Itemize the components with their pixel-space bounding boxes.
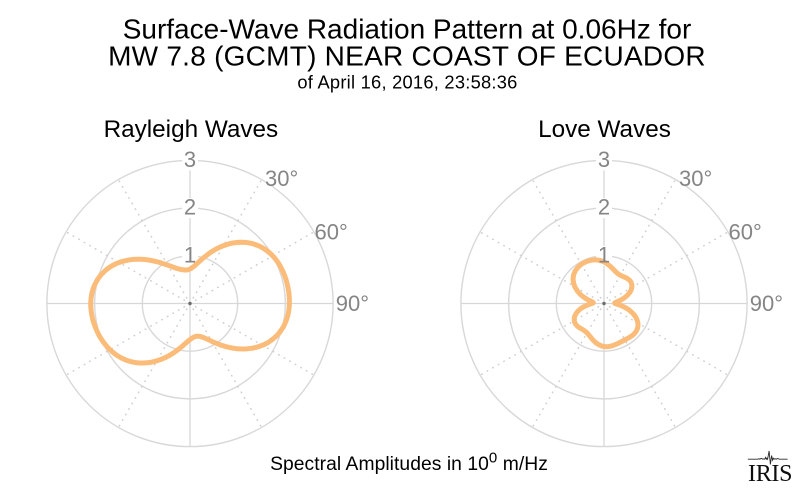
svg-text:90°: 90°: [336, 291, 369, 316]
svg-text:MW 7.8 (GCMT) NEAR COAST OF EC: MW 7.8 (GCMT) NEAR COAST OF ECUADOR: [108, 40, 706, 71]
svg-text:1: 1: [184, 242, 196, 267]
svg-text:30°: 30°: [679, 166, 712, 191]
svg-text:2: 2: [598, 195, 610, 220]
svg-text:Rayleigh Waves: Rayleigh Waves: [104, 116, 279, 143]
svg-text:IRIS: IRIS: [748, 461, 792, 487]
svg-text:Surface-Wave Radiation Pattern: Surface-Wave Radiation Pattern at 0.06Hz…: [123, 14, 692, 45]
svg-text:2: 2: [184, 195, 196, 220]
svg-text:3: 3: [598, 147, 610, 172]
svg-text:30°: 30°: [265, 166, 298, 191]
svg-text:60°: 60°: [729, 220, 762, 245]
svg-text:Spectral Amplitudes in 100 m/H: Spectral Amplitudes in 100 m/Hz: [270, 450, 548, 476]
svg-text:90°: 90°: [750, 291, 783, 316]
svg-text:Love Waves: Love Waves: [538, 116, 671, 143]
svg-text:1: 1: [598, 242, 610, 267]
svg-text:of April 16, 2016, 23:58:36: of April 16, 2016, 23:58:36: [297, 72, 517, 93]
svg-text:60°: 60°: [315, 220, 348, 245]
svg-text:3: 3: [184, 147, 196, 172]
